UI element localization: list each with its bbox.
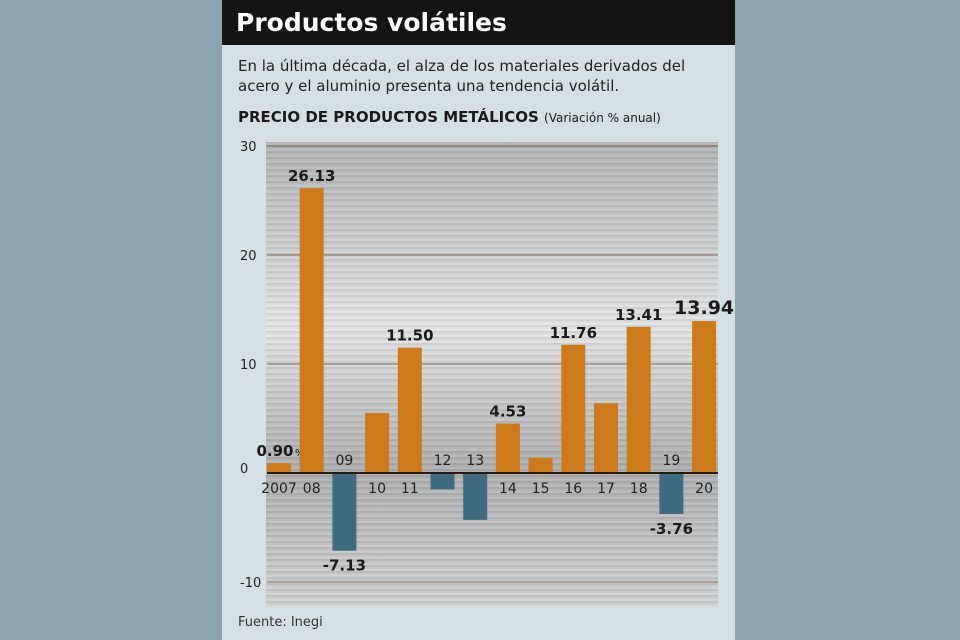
data-label: -7.13: [323, 557, 366, 575]
x-tick-label: 15: [532, 481, 550, 497]
chart-title-text: PRECIO DE PRODUCTOS METÁLICOS: [238, 108, 539, 126]
bar: [659, 473, 684, 514]
source-note: Fuente: Inegi: [238, 615, 323, 630]
chart-title: PRECIO DE PRODUCTOS METÁLICOS (Variación…: [238, 108, 661, 126]
x-tick-label: 11: [401, 481, 419, 497]
bar: [528, 457, 553, 473]
x-tick-label: 18: [630, 481, 648, 497]
description: En la última década, el alza de los mate…: [238, 57, 686, 95]
x-tick-label: 2007: [261, 481, 297, 497]
bar: [299, 188, 324, 474]
data-label: -3.76: [650, 520, 693, 538]
x-tick-label: 14: [499, 481, 517, 497]
y-tick-label: 20: [240, 249, 257, 264]
data-label: 13.94: [674, 297, 734, 319]
x-tick-label: 16: [564, 481, 582, 497]
data-label: 26.13: [288, 167, 335, 185]
chart-subtitle: (Variación % anual): [544, 111, 661, 125]
bar: [561, 344, 586, 473]
headline: Productos volátiles: [222, 0, 735, 45]
bar: [430, 473, 455, 490]
bar: [365, 413, 390, 473]
bar: [626, 326, 651, 473]
y-tick-label: -10: [240, 576, 261, 591]
x-tick-label: 12: [434, 453, 452, 469]
x-tick-label: 17: [597, 481, 615, 497]
data-label: 4.53: [489, 403, 526, 421]
y-tick-label: 0: [240, 462, 248, 477]
data-label: 0.90: [256, 442, 293, 460]
x-tick-label: 13: [466, 453, 484, 469]
bar: [463, 473, 488, 520]
data-label: 11.50: [386, 327, 433, 345]
x-tick-label: 20: [695, 481, 713, 497]
bar: [594, 403, 618, 473]
data-label: 13.41: [615, 306, 662, 324]
bar: [397, 347, 422, 473]
y-tick-label: 10: [240, 358, 257, 373]
data-label: 11.76: [550, 324, 597, 342]
infographic-panel: Productos volátiles En la última década,…: [222, 0, 735, 640]
bar: [692, 321, 717, 473]
x-tick-label: 19: [662, 453, 680, 469]
bar: [332, 473, 357, 551]
x-tick-label: 10: [368, 481, 386, 497]
y-tick-label: 30: [240, 140, 257, 155]
bar: [495, 423, 520, 473]
x-tick-label: 08: [303, 481, 321, 497]
x-tick-label: 09: [335, 453, 353, 469]
bar-chart: 3020100-1020070.90%0826.1309-7.13101111.…: [240, 140, 734, 591]
bar: [267, 463, 291, 473]
